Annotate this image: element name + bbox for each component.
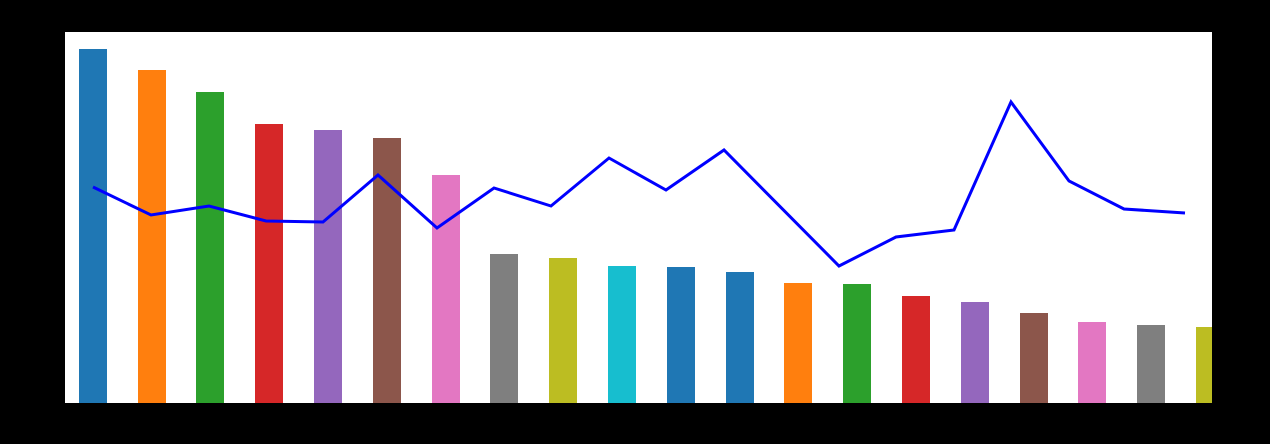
bar-20 — [1196, 327, 1212, 403]
bar-19 — [1137, 325, 1165, 403]
bar-11 — [667, 267, 695, 403]
bar-7 — [432, 175, 460, 403]
bar-14 — [843, 284, 871, 403]
bar-15 — [902, 296, 930, 403]
bar-3 — [196, 92, 224, 403]
bar-12 — [726, 272, 754, 403]
bar-13 — [784, 283, 812, 403]
line-layer — [65, 32, 1212, 403]
bars-layer — [65, 32, 1212, 403]
bar-16 — [961, 302, 989, 403]
bar-2 — [138, 70, 166, 403]
bar-17 — [1020, 313, 1048, 403]
bar-9 — [549, 258, 577, 403]
bar-4 — [255, 124, 283, 403]
bar-5 — [314, 130, 342, 403]
bar-18 — [1078, 322, 1106, 403]
bar-8 — [490, 254, 518, 403]
bar-1 — [79, 49, 107, 403]
line-series-svg — [92, 99, 1186, 268]
bar-10 — [608, 266, 636, 403]
line-series-path — [92, 99, 1186, 268]
plot-area — [65, 32, 1212, 403]
